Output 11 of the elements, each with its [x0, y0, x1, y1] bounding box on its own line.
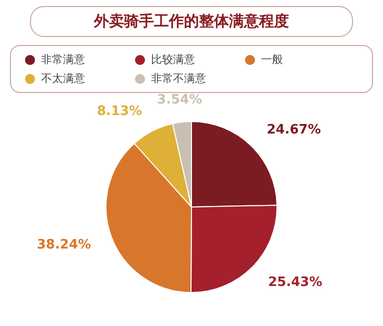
legend-label: 非常满意: [41, 52, 85, 67]
data-label: 8.13%: [96, 104, 142, 119]
data-label: 24.67%: [266, 122, 321, 138]
legend-label: 一般: [260, 52, 283, 67]
data-label: 3.54%: [157, 92, 202, 108]
data-label: 25.43%: [268, 274, 322, 290]
data-label: 38.24%: [36, 238, 92, 253]
legend-label: 非常不满意: [150, 71, 206, 86]
chart-title: 外卖骑手工作的整体满意程度: [30, 6, 353, 37]
legend-label: 比较满意: [150, 52, 195, 67]
legend-label: 不太满意: [41, 71, 85, 86]
